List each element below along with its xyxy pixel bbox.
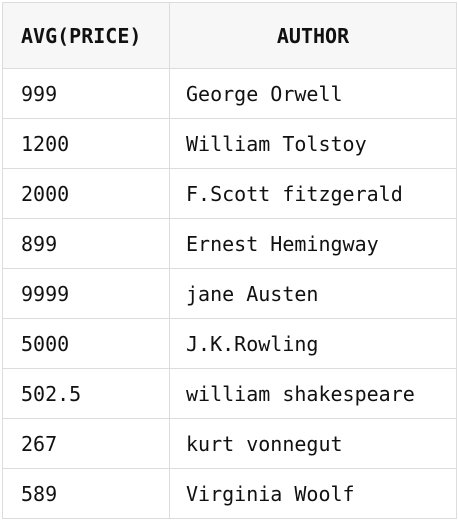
table-row: 1200 William Tolstoy [2, 118, 457, 169]
author-cell: william shakespeare [169, 368, 457, 419]
author-cell: jane Austen [169, 268, 457, 319]
author-cell: F.Scott fitzgerald [169, 168, 457, 219]
column-header-avg-price[interactable]: AVG(PRICE) [2, 2, 170, 69]
author-cell: William Tolstoy [169, 118, 457, 169]
author-cell: kurt vonnegut [169, 418, 457, 469]
table-row: 267 kurt vonnegut [2, 418, 457, 469]
avg-price-cell: 899 [2, 218, 170, 269]
avg-price-cell: 502.5 [2, 368, 170, 419]
table-header: AVG(PRICE) AUTHOR [2, 2, 457, 69]
avg-price-cell: 267 [2, 418, 170, 469]
avg-price-cell: 1200 [2, 118, 170, 169]
author-cell: J.K.Rowling [169, 318, 457, 369]
table-row: 9999 jane Austen [2, 268, 457, 319]
author-cell: Ernest Hemingway [169, 218, 457, 269]
table-row: 502.5 william shakespeare [2, 368, 457, 419]
table-row: 899 Ernest Hemingway [2, 218, 457, 269]
table-body: 999 George Orwell 1200 William Tolstoy 2… [2, 68, 457, 519]
avg-price-cell: 2000 [2, 168, 170, 219]
header-row: AVG(PRICE) AUTHOR [2, 2, 457, 69]
table-row: 589 Virginia Woolf [2, 468, 457, 519]
table-row: 2000 F.Scott fitzgerald [2, 168, 457, 219]
avg-price-cell: 589 [2, 468, 170, 519]
table-row: 5000 J.K.Rowling [2, 318, 457, 369]
avg-price-cell: 9999 [2, 268, 170, 319]
avg-price-cell: 999 [2, 68, 170, 119]
author-cell: Virginia Woolf [169, 468, 457, 519]
author-cell: George Orwell [169, 68, 457, 119]
table-row: 999 George Orwell [2, 68, 457, 119]
avg-price-cell: 5000 [2, 318, 170, 369]
column-header-author[interactable]: AUTHOR [169, 2, 457, 69]
